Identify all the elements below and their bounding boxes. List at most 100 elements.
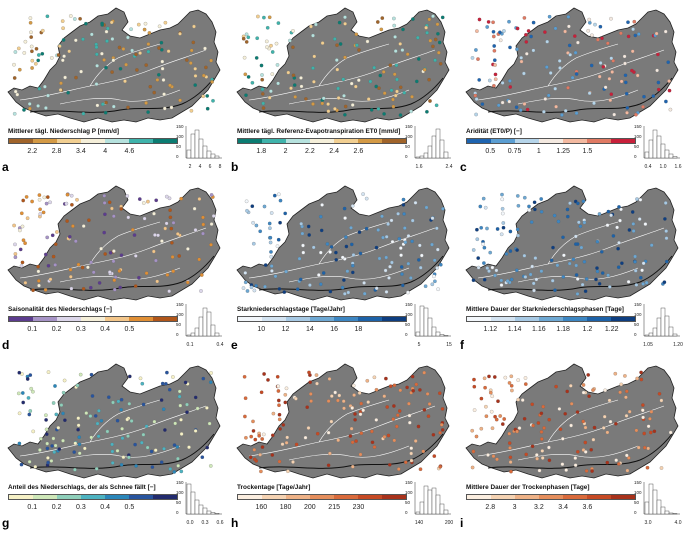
station-dot [410,218,415,223]
station-dot [305,405,310,410]
station-dot [162,447,166,451]
station-dot [524,382,528,386]
station-dot [24,195,29,199]
station-dot [153,233,157,237]
station-dot [409,276,413,280]
station-dot [149,449,154,454]
station-dot [496,399,500,404]
station-dot [44,418,48,422]
station-dot [423,284,428,289]
station-dot [142,201,146,205]
station-dot [336,438,341,443]
station-dot [539,430,544,434]
station-dot [117,45,122,50]
station-dot [28,20,33,25]
station-dot [276,237,281,242]
station-dot [558,427,563,432]
station-dot [631,222,636,226]
station-dot [124,62,128,67]
station-dot [472,384,477,389]
station-dot [372,375,377,380]
station-dot [126,35,130,40]
station-dot [334,250,338,255]
station-dot [399,265,404,269]
station-dot [250,81,255,85]
station-dot [311,33,315,38]
station-dot [185,402,189,407]
station-dot [160,66,165,71]
station-dot [159,460,164,465]
station-dot [582,220,587,225]
station-dot [12,223,16,228]
color-bar-segment [611,495,635,499]
station-dot [393,49,398,53]
station-dot [617,205,621,209]
histogram-y-label: 100 [176,490,184,495]
station-dot [644,280,649,285]
station-dot [614,422,618,426]
station-dot [508,455,513,460]
station-dot [144,63,149,67]
station-dot [524,452,529,457]
station-dot [36,53,41,57]
station-dot [311,66,315,70]
station-dot [609,56,614,61]
station-dot [45,235,50,240]
station-dot [44,432,49,437]
station-dot [575,410,580,414]
station-dot [574,111,579,116]
color-bar-segment [539,139,563,143]
histogram-bar [435,128,441,159]
station-dot [179,417,183,422]
station-dot [343,292,347,296]
station-dot [525,51,529,56]
station-dot [197,257,202,262]
station-dot [608,98,613,103]
station-dot [537,468,542,473]
color-bar-tick-label: 2.6 [353,148,364,155]
station-dot [286,70,291,75]
station-dot [43,288,48,292]
station-dot [422,408,427,412]
station-dot [253,437,258,442]
value-histogram [185,126,222,159]
station-dot [193,429,198,433]
color-bar-segment [153,139,177,143]
station-dot [516,203,521,208]
station-dot [535,456,539,461]
station-dot [349,81,354,86]
station-dot [61,38,66,42]
color-bar-tick-label: 2.8 [485,504,496,511]
station-dot [243,271,248,275]
station-dot [626,20,630,25]
station-dot [211,99,215,103]
station-dot [540,456,545,460]
station-dot [659,466,664,470]
color-bar-segment [262,495,286,499]
station-dot [127,455,131,460]
color-bar-ticks: 1.12 1.14 1.16 1.18 1.2 1.22 [466,326,636,336]
color-bar-segment [129,495,153,499]
station-dot [53,263,58,267]
station-dot [90,394,95,398]
panel-letter: d [2,338,10,352]
station-dot [321,96,326,101]
station-dot [611,234,616,238]
station-dot [18,247,23,252]
station-dot [278,427,282,431]
panel-title: Mittlere Dauer der Starkniederschlagspha… [466,306,624,313]
station-dot [409,446,414,451]
color-bar-tick-label: 180 [279,504,292,511]
region-map [465,185,679,301]
station-dot [597,212,602,216]
station-dot [284,269,288,274]
station-dot [401,197,406,202]
station-dot [487,78,492,83]
station-dot [405,52,410,57]
station-dot [609,16,613,21]
color-bar-tick-label: 3.4 [558,504,569,511]
station-dot [189,48,194,53]
station-dot [477,78,482,82]
station-dot [81,287,86,291]
station-dot [17,67,22,72]
